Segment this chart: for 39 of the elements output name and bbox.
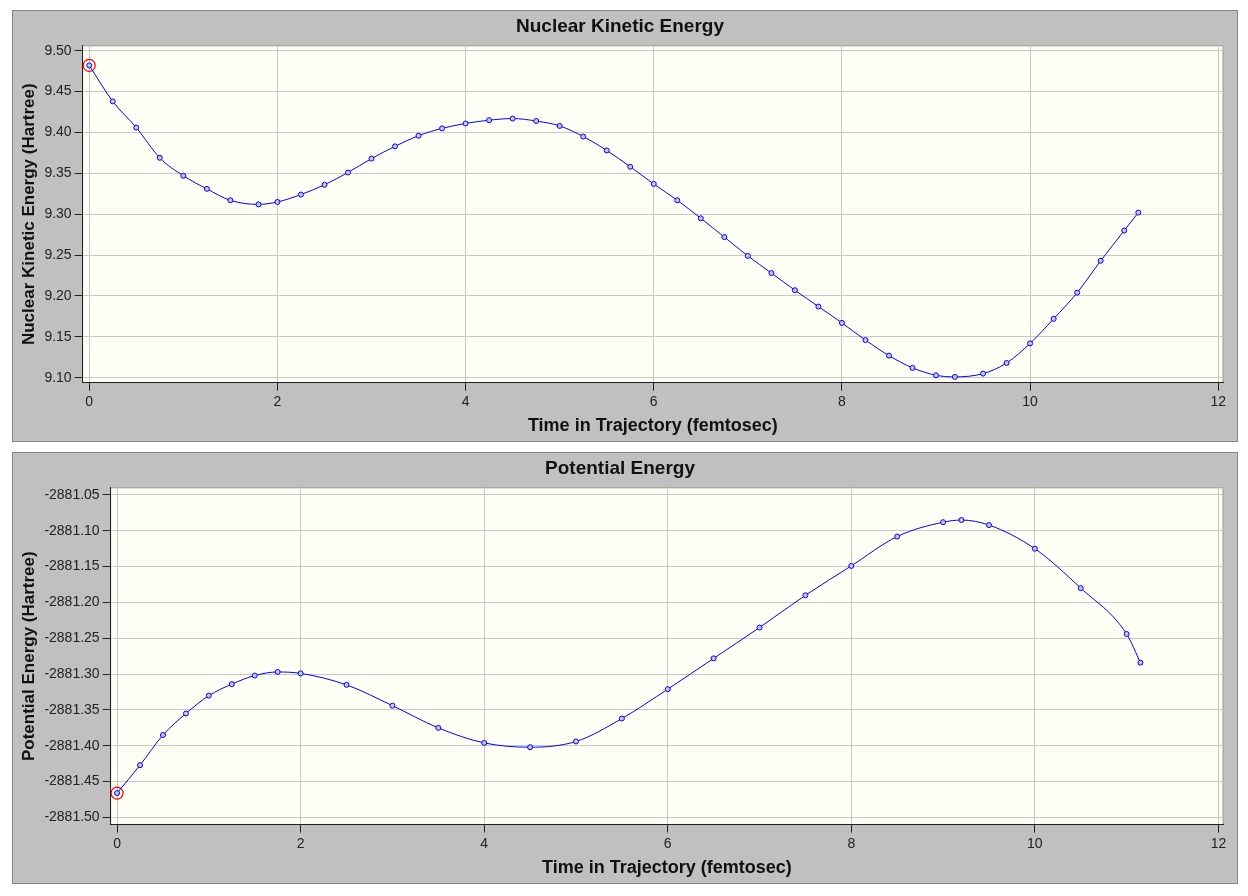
x-tick-label: 8 (847, 834, 856, 851)
x-tick-label: 10 (1027, 834, 1043, 851)
y-tick-label: -2881.30 (44, 664, 100, 681)
x-tick-label: 0 (85, 392, 94, 409)
y-tick-label: 9.25 (44, 245, 72, 262)
y-tick-label: 9.35 (44, 164, 72, 181)
x-axis-title: Time in Trajectory (femtosec) (541, 857, 792, 878)
y-tick-label: 9.10 (44, 368, 72, 385)
x-tick-label: 2 (273, 392, 282, 409)
x-tick-label: 2 (296, 834, 305, 851)
y-tick-label: -2881.35 (44, 700, 100, 717)
x-tick-label: 0 (113, 834, 122, 851)
x-tick-label: 12 (1210, 392, 1227, 409)
chart-title: Nuclear Kinetic Energy (515, 14, 725, 36)
x-axis-title: Time in Trajectory (femtosec) (527, 415, 778, 436)
x-tick-label: 4 (461, 392, 470, 409)
y-tick-label: 9.40 (44, 123, 72, 140)
y-tick-label: -2881.45 (44, 772, 100, 789)
y-tick-label: -2881.05 (44, 485, 100, 502)
x-tick-label: 4 (480, 834, 489, 851)
y-tick-label: 9.20 (44, 286, 72, 303)
x-tick-label: 8 (838, 392, 847, 409)
y-tick-label: 9.15 (44, 327, 72, 344)
x-tick-label: 6 (663, 834, 672, 851)
y-tick-label: -2881.25 (44, 629, 100, 646)
y-tick-label: -2881.40 (44, 736, 100, 753)
y-tick-label: 9.50 (44, 41, 72, 58)
y-tick-label: 9.30 (44, 205, 72, 222)
y-axis-title: Nuclear Kinetic Energy (Hartree) (18, 83, 38, 346)
y-tick-label: -2881.15 (44, 557, 100, 574)
x-tick-label: 6 (649, 392, 658, 409)
y-axis-title: Potential Energy (Hartree) (18, 551, 38, 762)
chart-title: Potential Energy (545, 456, 696, 478)
x-tick-label: 10 (1022, 392, 1039, 409)
y-tick-label: -2881.50 (44, 808, 100, 825)
y-tick-label: -2881.20 (44, 593, 100, 610)
x-tick-label: 12 (1210, 834, 1227, 851)
y-tick-label: 9.45 (44, 82, 72, 99)
y-tick-label: -2881.10 (44, 521, 100, 538)
